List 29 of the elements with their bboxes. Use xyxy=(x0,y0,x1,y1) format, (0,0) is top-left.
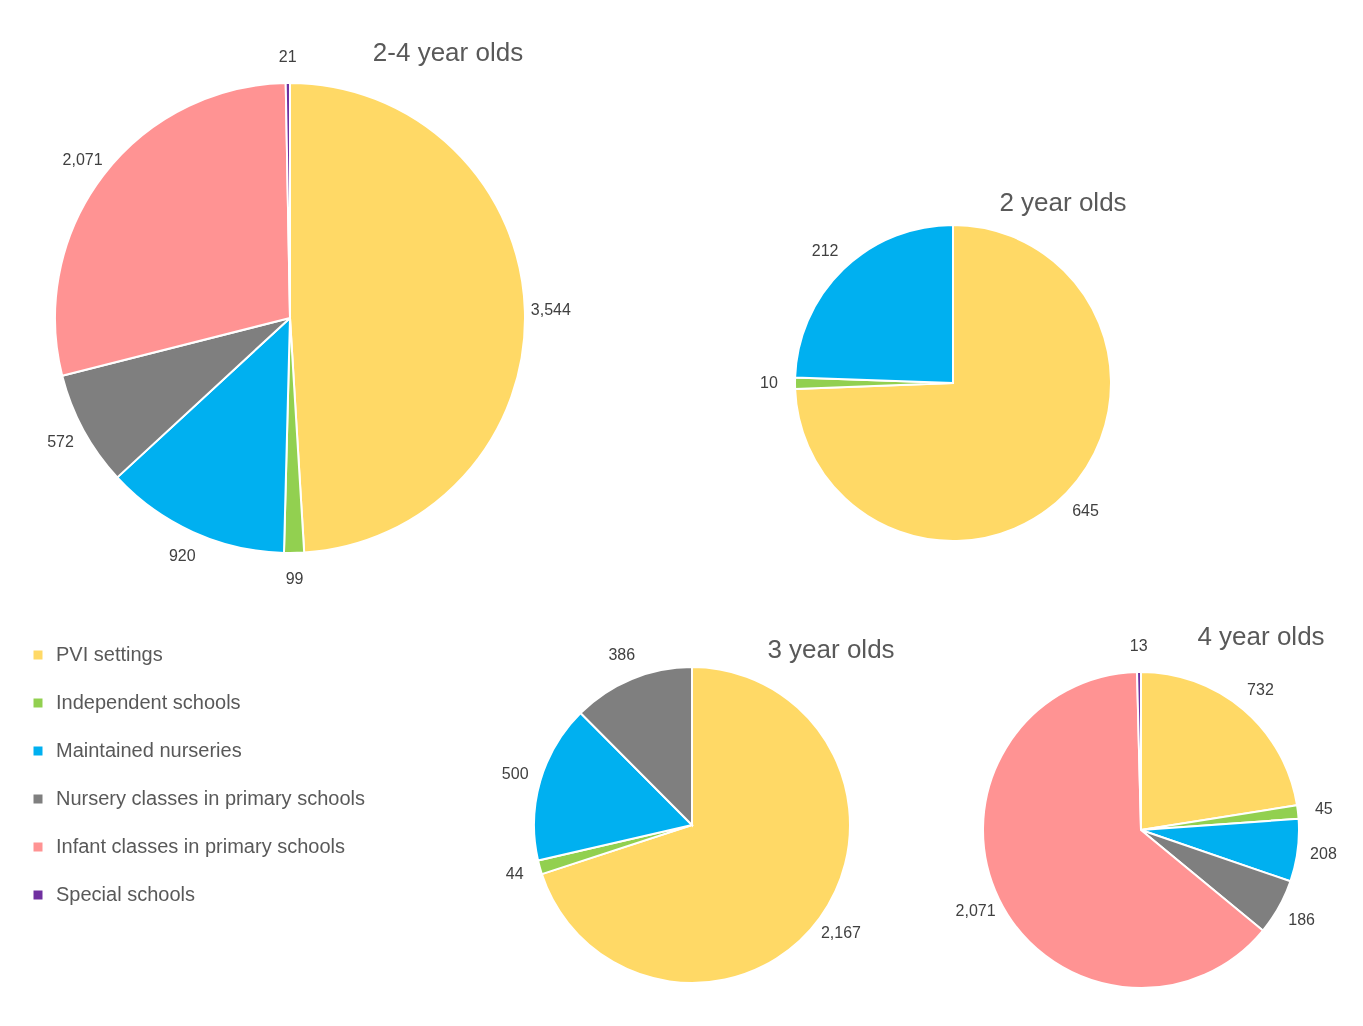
data-label: 99 xyxy=(285,569,304,587)
data-label: 2,071 xyxy=(62,150,103,168)
data-label: 3,544 xyxy=(530,301,571,319)
slice-label: 3 year olds xyxy=(767,634,895,664)
data-label: 44 xyxy=(505,865,524,883)
data-label: 186 xyxy=(1288,910,1316,928)
data-label: 10 xyxy=(760,374,778,392)
slice-label: 4 year olds xyxy=(1197,621,1325,651)
slice-label: 2-4 year olds xyxy=(372,37,524,67)
legend-label: Nursery classes in primary schools xyxy=(56,787,365,809)
data-label: 208 xyxy=(1310,844,1337,862)
data-label: 212 xyxy=(811,241,839,259)
legend-label: Independent schools xyxy=(56,691,241,713)
legend-label: PVI settings xyxy=(56,643,163,665)
data-label: 645 xyxy=(1072,501,1099,519)
data-label: 2,167 xyxy=(820,924,862,942)
slice-label: 2 year olds xyxy=(999,187,1127,217)
data-label: 386 xyxy=(608,645,636,663)
legend-label: Infant classes in primary schools xyxy=(56,835,346,857)
data-label: 572 xyxy=(47,433,74,451)
data-label: 2,071 xyxy=(955,901,996,919)
data-label: 21 xyxy=(278,48,297,66)
data-label: 500 xyxy=(501,765,529,783)
data-label: 920 xyxy=(168,546,196,564)
data-label: 13 xyxy=(1129,637,1148,655)
legend-label: Special schools xyxy=(56,883,195,905)
data-label: 732 xyxy=(1247,681,1274,699)
legend-label: Maintained nurseries xyxy=(56,739,242,761)
data-label: 45 xyxy=(1314,800,1333,817)
